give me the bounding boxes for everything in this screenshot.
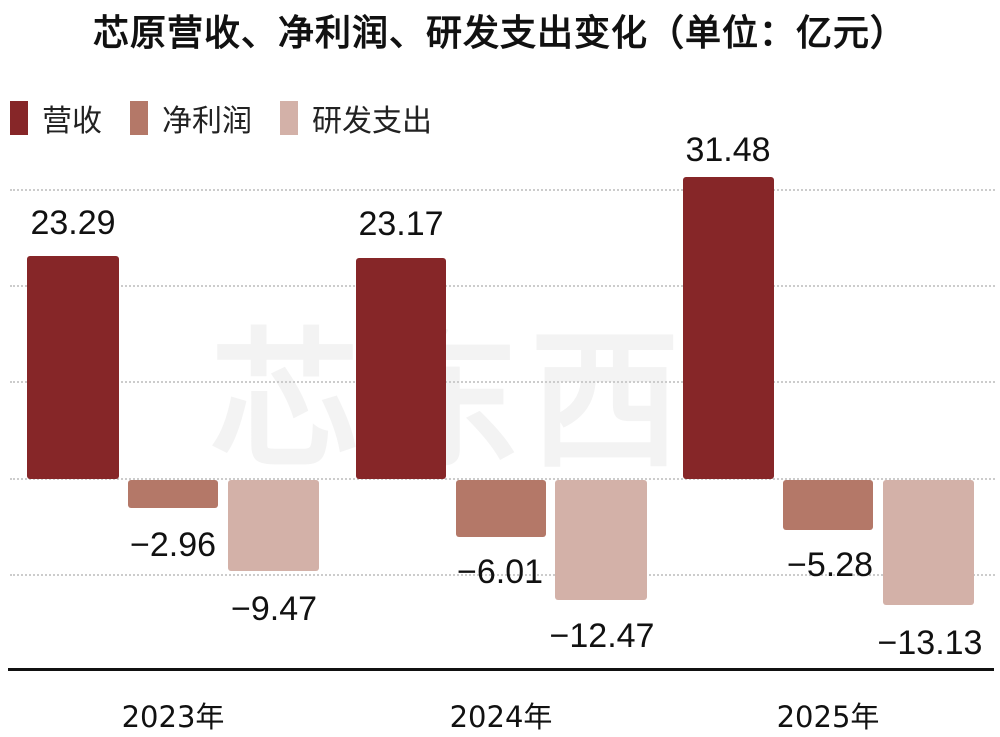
- value-label: 23.29: [30, 204, 116, 242]
- value-label: −9.47: [230, 590, 318, 628]
- gridline: [10, 285, 995, 287]
- legend-item-rd: 研发支出: [280, 96, 432, 140]
- value-label: 23.17: [358, 205, 444, 243]
- value-label: −5.28: [786, 546, 874, 584]
- chart-title: 芯原营收、净利润、研发支出变化（单位：亿元）: [92, 13, 907, 54]
- bar-revenue-2025: [683, 177, 774, 479]
- value-label: −13.13: [877, 624, 983, 662]
- x-axis: [8, 668, 994, 671]
- gridline: [10, 381, 995, 383]
- bar-net-profit-2023: [128, 480, 218, 508]
- legend-label: 净利润: [162, 104, 252, 139]
- legend-label: 营收: [42, 104, 102, 139]
- legend: 营收 净利润 研发支出: [10, 96, 460, 140]
- bar-revenue-2023: [27, 256, 119, 479]
- value-label: −6.01: [456, 553, 544, 591]
- legend-item-net-profit: 净利润: [130, 96, 252, 140]
- gridline: [10, 189, 995, 191]
- bar-rd-2023: [228, 480, 319, 571]
- bar-rd-2024: [555, 480, 647, 600]
- bar-rd-2025: [883, 480, 974, 605]
- x-tick-label: 2025年: [776, 700, 880, 734]
- legend-swatch-revenue: [10, 101, 28, 135]
- legend-swatch-rd: [280, 101, 298, 135]
- x-tick-label: 2024年: [449, 700, 553, 734]
- value-label: 31.48: [685, 131, 771, 169]
- bar-revenue-2024: [356, 258, 446, 479]
- bar-net-profit-2024: [456, 480, 546, 537]
- x-tick-label: 2023年: [121, 700, 225, 734]
- legend-swatch-net-profit: [130, 101, 148, 135]
- gridline-zero: [10, 478, 995, 480]
- bar-net-profit-2025: [783, 480, 873, 530]
- gridline: [10, 574, 995, 576]
- legend-item-revenue: 营收: [10, 96, 102, 140]
- watermark: 芯东西: [210, 315, 691, 489]
- value-label: −12.47: [549, 617, 655, 655]
- legend-label: 研发支出: [312, 104, 432, 139]
- value-label: −2.96: [129, 526, 217, 564]
